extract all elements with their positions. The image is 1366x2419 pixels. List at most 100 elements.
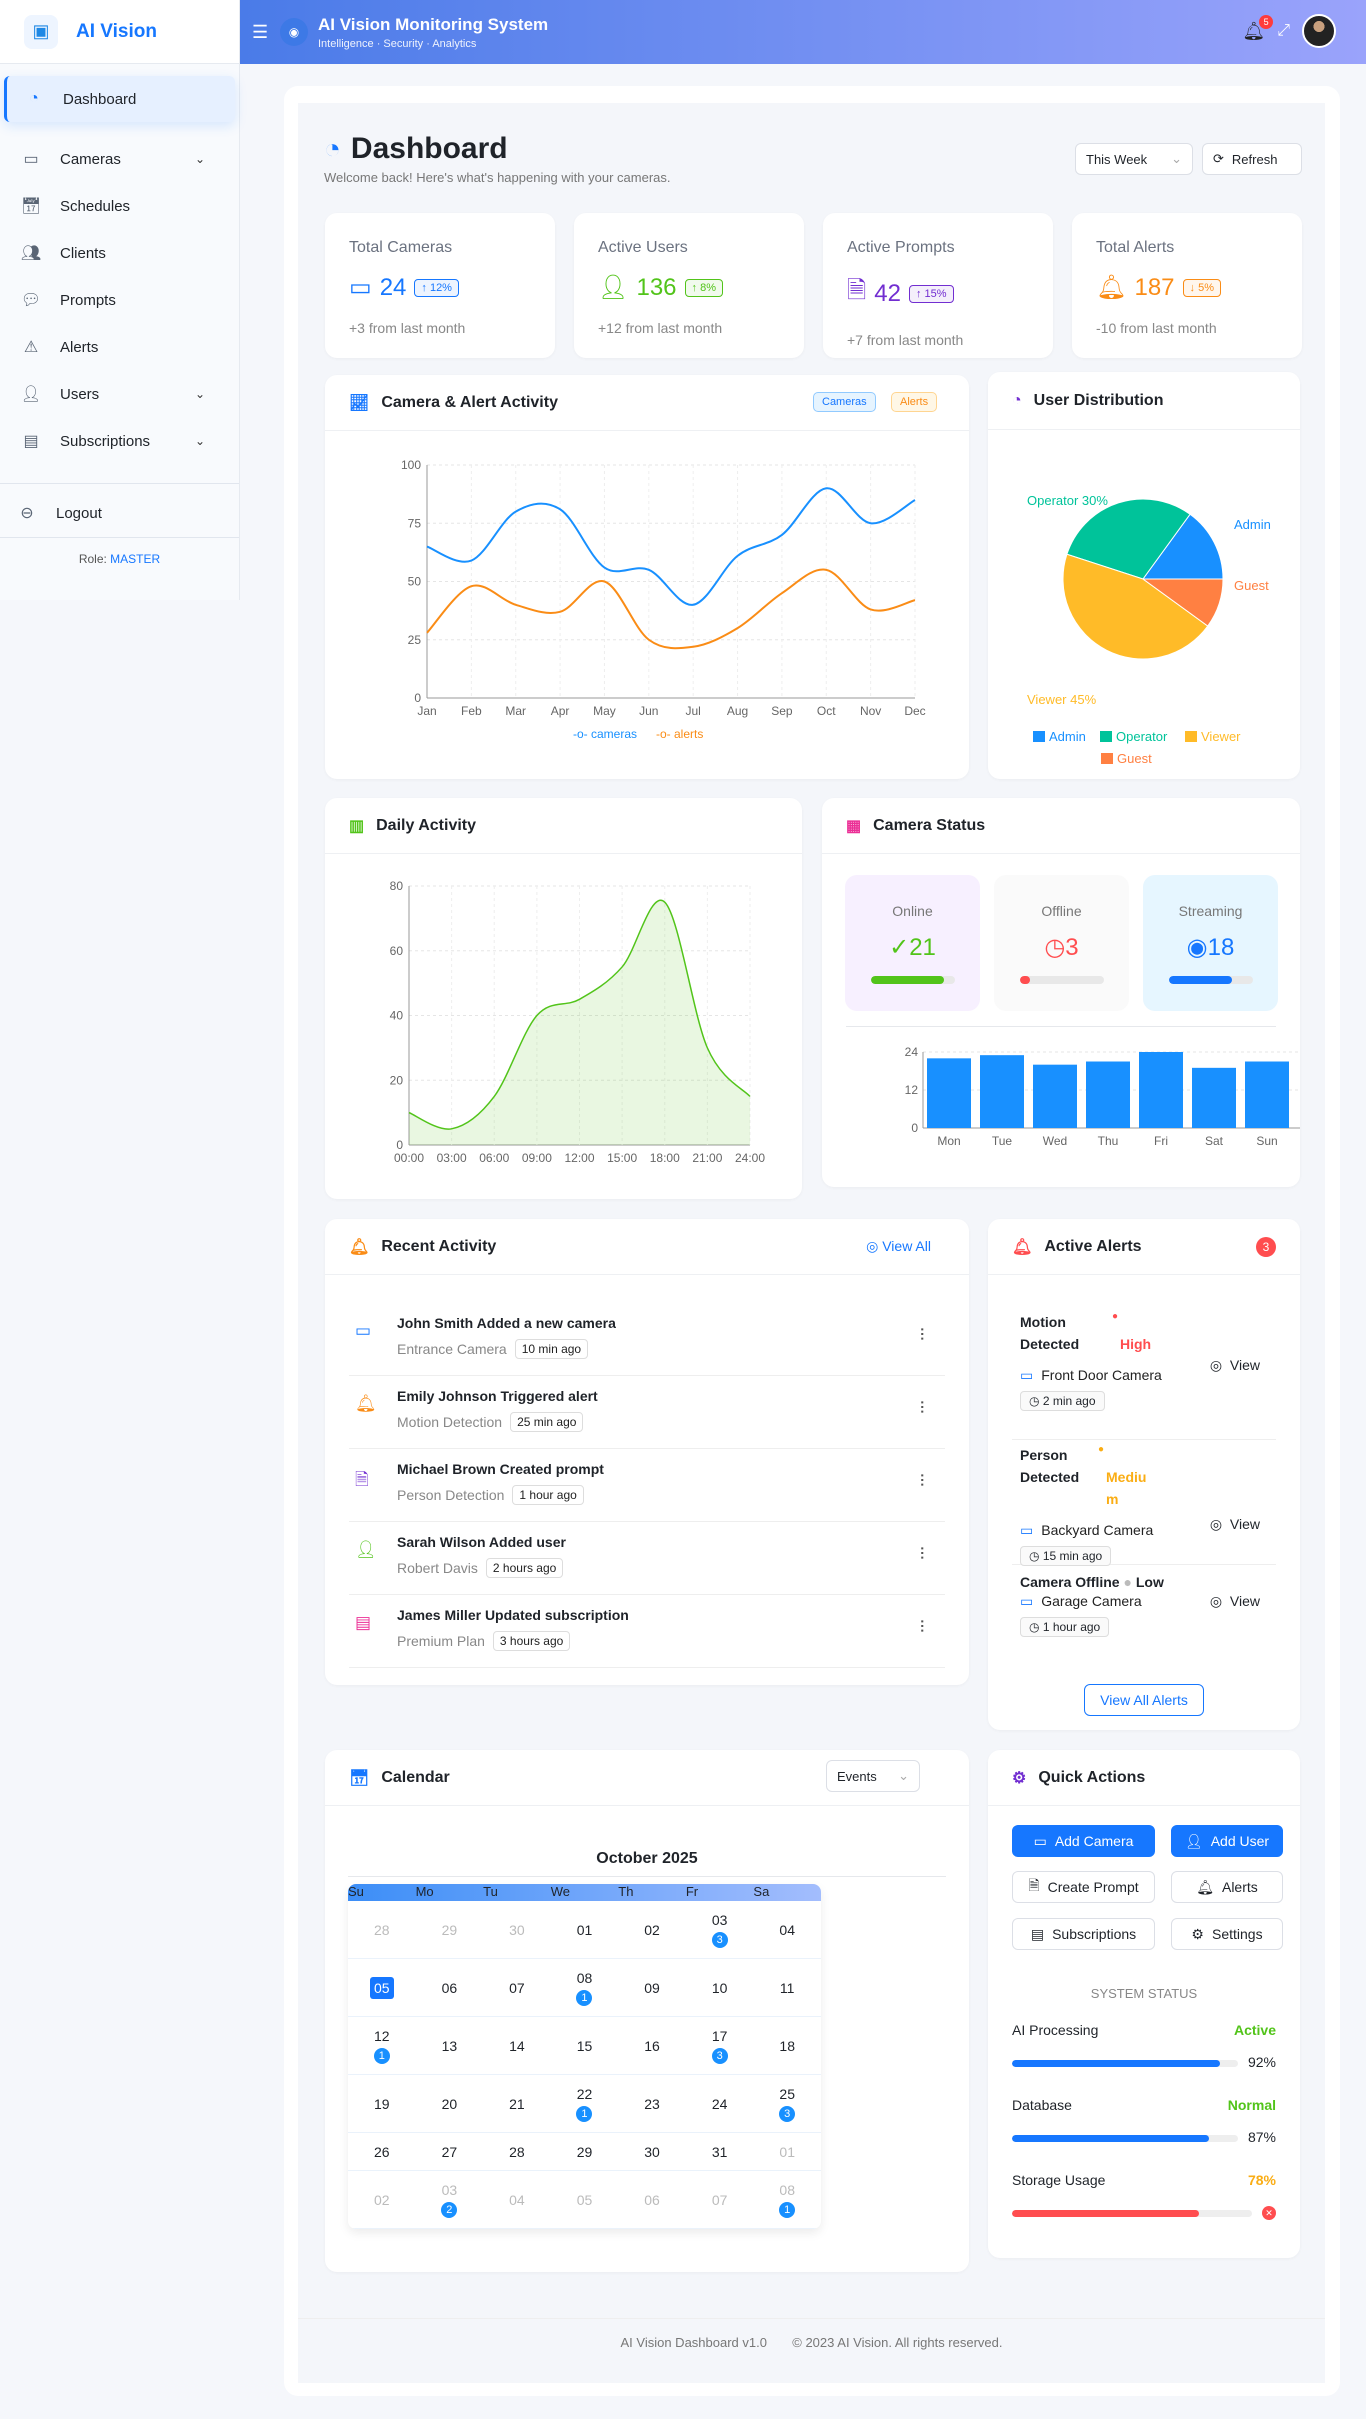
calendar-day[interactable]: 01 [753, 2133, 821, 2170]
more-options-icon[interactable]: ⋯ [915, 1327, 931, 1341]
calendar-day[interactable]: 30 [483, 1901, 551, 1958]
calendar-day[interactable]: 21 [483, 2075, 551, 2132]
sidebar-item-clients[interactable]: 👥︎ Clients [4, 230, 235, 276]
day-number: 25 [779, 2085, 795, 2102]
notification-bell-icon[interactable]: 🔔︎ 5 [1242, 14, 1274, 42]
more-options-icon[interactable]: ⋯ [915, 1619, 931, 1633]
calendar-day[interactable]: 25 3 [753, 2075, 821, 2132]
calendar-day[interactable]: 17 3 [686, 2017, 754, 2074]
view-alert-button[interactable]: ◎ View [1210, 1357, 1260, 1374]
calendar-day[interactable]: 28 [348, 1901, 416, 1958]
card-icon: ▤ [23, 433, 39, 450]
sidebar-item-users[interactable]: 👤︎ Users ⌄ [4, 371, 235, 417]
sidebar-item-alerts[interactable]: ⚠ Alerts [4, 324, 235, 370]
calendar-day[interactable]: 02 [348, 2171, 416, 2228]
calendar-day[interactable]: 29 [416, 1901, 484, 1958]
calendar-day[interactable]: 06 [618, 2171, 686, 2228]
calendar-day[interactable]: 12 1 [348, 2017, 416, 2074]
calendar-day[interactable]: 11 [753, 1959, 821, 2016]
more-options-icon[interactable]: ⋯ [915, 1546, 931, 1560]
weekday-label: We [550, 1884, 570, 1899]
period-select[interactable]: This Week ⌄ [1075, 143, 1193, 175]
x-tick-label: Tue [992, 1134, 1013, 1148]
line-chart: 0 25 50 75 100 Jan Feb Mar Apr May Jun Jul Aug Sep Oct… [401, 458, 926, 741]
calendar-day[interactable]: 19 [348, 2075, 416, 2132]
create-prompt-button[interactable]: 🗎 Create Prompt [1012, 1871, 1155, 1903]
calendar-day[interactable]: 22 1 [551, 2075, 619, 2132]
more-options-icon[interactable]: ⋯ [915, 1400, 931, 1414]
menu-toggle-icon[interactable]: ☰ [252, 21, 269, 42]
settings-button[interactable]: ⚙ Settings [1171, 1918, 1283, 1950]
calendar-day[interactable]: 14 [483, 2017, 551, 2074]
refresh-button[interactable]: ⟳ Refresh [1202, 143, 1302, 175]
sidebar-item-dashboard[interactable]: ◔ Dashboard [4, 76, 235, 122]
pie-chart: Admin Operator 30% Viewer 45% Guest Admin Ope… [1027, 493, 1271, 766]
brand[interactable]: ▣ AI Vision [0, 0, 239, 64]
calendar-day[interactable]: 02 [618, 1901, 686, 1958]
eye-icon: ◎ [866, 1238, 879, 1254]
stat-card[interactable]: Total Alerts 🔔︎ 187 ↓ 5% -10 from last month [1072, 213, 1302, 358]
calendar-day[interactable]: 07 [483, 1959, 551, 2016]
calendar-day[interactable]: 03 2 [416, 2171, 484, 2228]
calendar-day[interactable]: 08 1 [551, 1959, 619, 2016]
more-options-icon[interactable]: ⋯ [915, 1473, 931, 1487]
list-item[interactable]: 🗎 Michael Brown Created prompt Person Dete… [349, 1449, 945, 1522]
calendar-day[interactable]: 27 [416, 2133, 484, 2170]
view-alert-button[interactable]: ◎ View [1210, 1593, 1260, 1610]
calendar-day[interactable]: 05 [348, 1959, 416, 2016]
alerts-filter-pill[interactable]: Alerts [891, 392, 938, 412]
calendar-day[interactable]: 09 [618, 1959, 686, 2016]
footer-copyright: © 2023 AI Vision. All rights reserved. [792, 2335, 1003, 2350]
avatar[interactable] [1302, 14, 1336, 48]
stat-card[interactable]: Total Cameras ▭ 24 ↑ 12% +3 from last month [325, 213, 555, 358]
calendar-day[interactable]: 01 [551, 1901, 619, 1958]
calendar-day[interactable]: 08 1 [753, 2171, 821, 2228]
add-user-button[interactable]: 👤︎ Add User [1171, 1825, 1283, 1857]
calendar-day[interactable]: 31 [686, 2133, 754, 2170]
cameras-filter-pill[interactable]: Cameras [813, 392, 876, 412]
view-alert-button[interactable]: ◎ View [1210, 1516, 1260, 1533]
stat-card[interactable]: Active Users 👤︎ 136 ↑ 8% +12 from last month [574, 213, 804, 358]
calendar-day[interactable]: 13 [416, 2017, 484, 2074]
add-camera-button[interactable]: ▭ Add Camera [1012, 1825, 1155, 1857]
list-item[interactable]: 🔔︎ Emily Johnson Triggered alert Motion De… [349, 1376, 945, 1449]
sidebar-item-schedules[interactable]: 📅︎ Schedules [4, 183, 235, 229]
sidebar-item-cameras[interactable]: ▭ Cameras ⌄ [4, 136, 235, 182]
calendar-day[interactable]: 18 [753, 2017, 821, 2074]
calendar-day[interactable]: 30 [618, 2133, 686, 2170]
calendar-day[interactable]: 24 [686, 2075, 754, 2132]
calendar-day[interactable]: 28 [483, 2133, 551, 2170]
calendar-day[interactable]: 03 3 [686, 1901, 754, 1958]
view-all-link[interactable]: ◎ View All [866, 1238, 931, 1255]
camera-status-tile: Online ✓21 [845, 875, 980, 1011]
subscriptions-button[interactable]: ▤ Subscriptions [1012, 1918, 1155, 1950]
calendar-day[interactable]: 23 [618, 2075, 686, 2132]
alerts-button[interactable]: 🔔︎ Alerts [1171, 1871, 1283, 1903]
stat-label: Total Alerts [1096, 239, 1175, 256]
stat-card[interactable]: Active Prompts 🗎 42 ↑ 15% +7 from last month [823, 213, 1053, 358]
activity-time: 10 min ago [514, 1339, 589, 1359]
calendar-day[interactable]: 15 [551, 2017, 619, 2074]
fullscreen-icon[interactable]: ⤢ [1277, 22, 1290, 39]
sidebar-item-subscriptions[interactable]: ▤ Subscriptions ⌄ [4, 418, 235, 464]
calendar-day[interactable]: 29 [551, 2133, 619, 2170]
calendar-day[interactable]: 05 [551, 2171, 619, 2228]
bar-sun [1245, 1061, 1289, 1128]
calendar-day[interactable]: 07 [686, 2171, 754, 2228]
view-all-alerts-button[interactable]: View All Alerts [1084, 1684, 1204, 1716]
list-item[interactable]: ▤ James Miller Updated subscription Premiu… [349, 1595, 945, 1668]
sidebar-item-prompts[interactable]: 💬︎ Prompts [4, 277, 235, 323]
calendar-day[interactable]: 06 [416, 1959, 484, 2016]
calendar-day[interactable]: 04 [483, 2171, 551, 2228]
calendar-day[interactable]: 04 [753, 1901, 821, 1958]
list-item[interactable]: ▭ John Smith Added a new camera Entrance C… [349, 1303, 945, 1376]
y-tick-label: 12 [905, 1083, 919, 1097]
calendar-day[interactable]: 10 [686, 1959, 754, 2016]
calendar-day[interactable]: 26 [348, 2133, 416, 2170]
calendar-mode-select[interactable]: Events ⌄ [826, 1760, 920, 1792]
tile-label: Online [892, 903, 933, 919]
calendar-day[interactable]: 20 [416, 2075, 484, 2132]
logout-button[interactable]: ⊖ Logout [0, 490, 239, 536]
list-item[interactable]: 👤︎ Sarah Wilson Added user Robert Davis 2 h… [349, 1522, 945, 1595]
calendar-day[interactable]: 16 [618, 2017, 686, 2074]
